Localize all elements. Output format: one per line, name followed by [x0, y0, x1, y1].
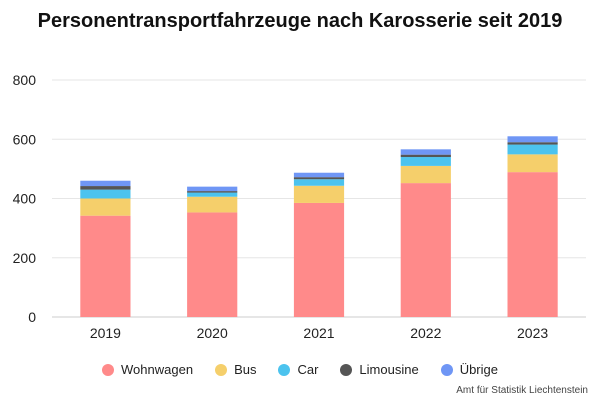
bar-segment-limousine — [293, 177, 345, 180]
x-tick-label: 2019 — [90, 325, 121, 341]
x-tick-label: 2020 — [197, 325, 228, 341]
bar-segment-übrige — [293, 172, 345, 178]
y-tick-label: 400 — [13, 191, 37, 207]
bar-segment-car — [400, 157, 451, 166]
bar-segment-wohnwagen — [400, 183, 451, 317]
legend-item: Wohnwagen — [102, 362, 193, 377]
y-tick-label: 200 — [13, 250, 37, 266]
chart-title: Personentransportfahrzeuge nach Karosser… — [37, 10, 563, 32]
bar-segment-car — [293, 179, 345, 186]
legend-label: Limousine — [359, 362, 419, 377]
bar-segment-bus — [293, 185, 345, 203]
legend-item: Limousine — [340, 362, 419, 377]
y-tick-label: 600 — [13, 131, 37, 147]
x-tick-label: 2022 — [410, 325, 441, 341]
source-credit: Amt für Statistik Liechtenstein — [456, 385, 588, 396]
bar-segment-übrige — [507, 136, 558, 143]
bar-segment-wohnwagen — [80, 215, 131, 317]
bar-segment-limousine — [400, 154, 451, 158]
legend-label: Car — [297, 362, 319, 377]
legend-swatch — [278, 363, 291, 376]
legend-item: Übrige — [440, 362, 498, 377]
y-tick-label: 0 — [28, 309, 36, 325]
legend-swatch — [340, 363, 353, 376]
legend-item: Bus — [215, 362, 256, 377]
bar-segment-übrige — [80, 180, 131, 187]
legend-label: Bus — [234, 362, 257, 377]
legend-label: Wohnwagen — [121, 362, 194, 377]
bar-segment-car — [80, 189, 131, 199]
y-tick-label: 800 — [13, 72, 37, 88]
bar-segment-limousine — [80, 186, 131, 190]
x-tick-label: 2021 — [303, 325, 334, 341]
bar-segment-limousine — [187, 191, 238, 193]
bar-segment-bus — [80, 198, 131, 216]
bar-segment-wohnwagen — [187, 212, 238, 317]
bar-segment-limousine — [507, 142, 558, 145]
legend-label: Übrige — [459, 362, 498, 377]
x-tick-label: 2023 — [517, 325, 548, 341]
legend-swatch — [215, 363, 228, 376]
bar-segment-wohnwagen — [293, 202, 345, 317]
legend-item: Car — [278, 362, 318, 377]
bar-segment-car — [187, 192, 238, 197]
chart-legend: Wohnwagen Bus Car Limousine Übrige — [0, 362, 600, 377]
legend-swatch — [102, 363, 115, 376]
bar-segment-übrige — [187, 186, 238, 192]
bar-segment-car — [507, 144, 558, 155]
bar-segment-wohnwagen — [507, 172, 558, 317]
bar-segment-bus — [187, 196, 238, 213]
bar-segment-bus — [400, 165, 451, 184]
bar-segment-übrige — [400, 149, 451, 155]
bar-segment-bus — [507, 154, 558, 173]
legend-swatch — [440, 363, 453, 376]
